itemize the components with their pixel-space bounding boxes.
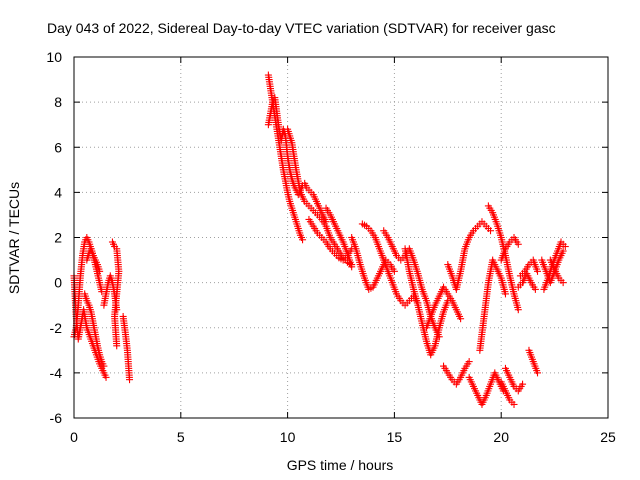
chart-title: Day 043 of 2022, Sidereal Day-to-day VTE… xyxy=(47,20,556,36)
x-tick-label: 25 xyxy=(600,429,616,445)
data-point-arc-06 xyxy=(113,342,121,350)
plot-frame xyxy=(73,56,609,419)
data-point-arc-22 xyxy=(514,306,522,314)
y-tick-label: 2 xyxy=(54,230,62,246)
data-point-arc-21 xyxy=(501,290,509,298)
y-tick-label: 4 xyxy=(54,184,62,200)
x-tick-label: 0 xyxy=(70,429,78,445)
y-tick-labels: -6 -4 -2 0 2 4 6 8 10 xyxy=(46,49,62,426)
data-point-arc-19 xyxy=(487,227,495,235)
data-point-arc-07 xyxy=(126,376,134,384)
data-point-arc-31 xyxy=(559,279,567,287)
y-tick-label: -4 xyxy=(50,365,63,381)
y-tick-label: -2 xyxy=(50,320,63,336)
data-point-arc-18 xyxy=(465,358,473,366)
data-point-arc-08 xyxy=(299,236,307,244)
x-tick-label: 20 xyxy=(493,429,509,445)
y-tick-label: -6 xyxy=(50,410,63,426)
data-point-arc-13 xyxy=(390,267,398,275)
x-tick-label: 15 xyxy=(387,429,403,445)
data-point-arc-01 xyxy=(102,373,110,381)
y-tick-label: 6 xyxy=(54,139,62,155)
x-tick-label: 5 xyxy=(177,429,185,445)
data-point-arc-28 xyxy=(534,369,542,377)
x-axis-label: GPS time / hours xyxy=(287,457,394,473)
x-tick-labels: 0 5 10 15 20 25 xyxy=(70,429,616,445)
data-point-arc-27 xyxy=(531,285,539,293)
y-tick-label: 0 xyxy=(54,275,62,291)
data-point-arc-25 xyxy=(514,240,522,248)
grid-lines xyxy=(74,57,608,418)
data-point-arc-17 xyxy=(457,315,465,323)
data-point-arc-24 xyxy=(519,380,527,388)
data-point-arc-26 xyxy=(534,267,542,275)
x-tick-label: 10 xyxy=(280,429,296,445)
data-point-arc-12 xyxy=(348,263,356,271)
data-point-arc-03 xyxy=(100,362,108,370)
y-tick-label: 8 xyxy=(54,94,62,110)
data-points xyxy=(70,71,569,408)
y-tick-label: 10 xyxy=(46,49,62,65)
y-axis-label: SDTVAR / TECUs xyxy=(6,182,22,294)
data-point-arc-23 xyxy=(510,400,518,408)
data-point-arc-30 xyxy=(561,243,569,251)
